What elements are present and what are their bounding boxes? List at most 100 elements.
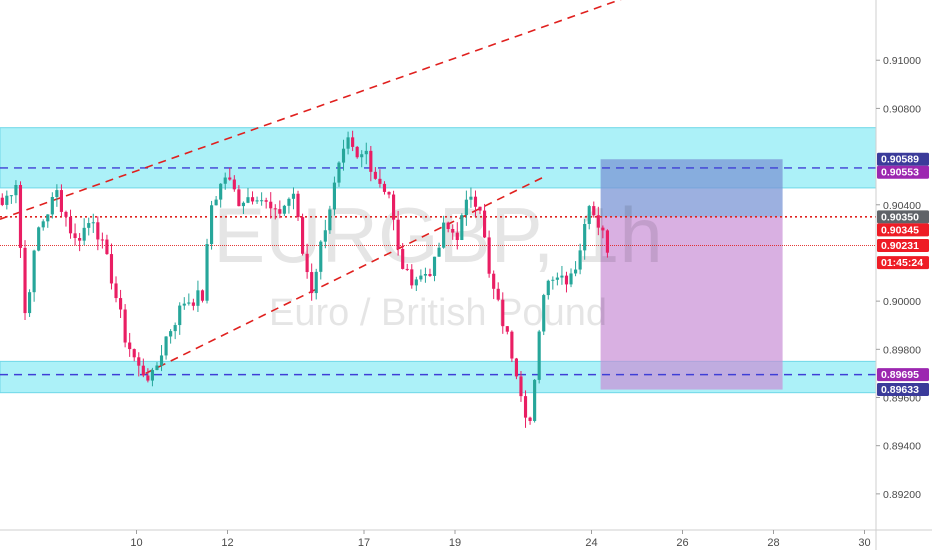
candle [442, 215, 446, 249]
candle [64, 210, 68, 227]
candle [291, 187, 296, 210]
candle-body [587, 206, 591, 224]
candle [191, 298, 195, 311]
candle [542, 293, 546, 336]
price-badge-label: 0.90553 [881, 167, 919, 179]
candle-body [196, 290, 200, 306]
price-badge-label: 0.90350 [881, 211, 919, 223]
candle-body [301, 217, 305, 254]
price-badge-label: 0.89633 [881, 384, 919, 396]
candle-body [50, 197, 54, 215]
candle-body [64, 211, 68, 217]
candle-body [401, 248, 405, 269]
watermark-instrument-name: Euro / British Pound [269, 292, 607, 334]
candle [555, 272, 559, 286]
candle [319, 240, 323, 280]
candle-body [596, 215, 600, 228]
candle [78, 233, 82, 252]
price-badge-label: 0.90345 [881, 224, 919, 236]
candle-body [73, 233, 77, 239]
candle [14, 180, 18, 204]
candle-body [14, 184, 18, 196]
candle [169, 329, 173, 344]
candle-body [523, 396, 528, 418]
price-badge-bg [877, 152, 929, 166]
watermark-symbol: EURGBP, 1h [213, 191, 662, 279]
price-badge-bg [877, 238, 929, 252]
candle [564, 271, 569, 293]
candle [337, 161, 341, 187]
candle-body [419, 275, 423, 280]
candle-body [18, 184, 23, 248]
candle-body [187, 302, 191, 304]
candle [514, 357, 518, 380]
candle [323, 219, 327, 249]
candle [410, 264, 414, 289]
candle-body [282, 205, 286, 214]
candle-body [583, 223, 587, 251]
position-stop-area[interactable] [600, 159, 783, 217]
candle [196, 280, 200, 312]
candle [373, 167, 377, 180]
candle-body [205, 244, 209, 301]
candle [109, 243, 114, 290]
candle-body [155, 365, 159, 371]
trend-line-0[interactable] [0, 0, 755, 220]
candle [460, 213, 464, 241]
candle-body [346, 137, 350, 149]
candle-body [592, 206, 596, 216]
price-badge: 0.90345 [877, 223, 929, 237]
candle [214, 196, 218, 206]
candle [428, 268, 432, 277]
price-tick-label: 0.89400 [883, 441, 921, 453]
candle [601, 225, 605, 239]
candle [223, 172, 227, 190]
candle [396, 210, 400, 256]
price-tick-label: 0.90800 [883, 103, 921, 115]
candle [332, 176, 336, 216]
candle [210, 200, 214, 250]
time-tick-label: 19 [449, 537, 461, 549]
time-tick-label: 28 [767, 537, 779, 549]
candle [260, 192, 264, 206]
candle-body [510, 331, 514, 359]
candle-body [228, 177, 232, 180]
time-tick-label: 10 [130, 537, 142, 549]
candle [187, 293, 191, 306]
candle-body [578, 250, 582, 270]
candle-body [173, 325, 177, 332]
candle [146, 368, 150, 383]
candle [301, 213, 305, 256]
candle-body [487, 237, 491, 274]
candle-body [255, 200, 259, 202]
candle-body [437, 247, 441, 257]
price-badge: 01:45:24 [877, 256, 929, 270]
candle-body [0, 197, 4, 205]
candle [560, 265, 564, 285]
candle [437, 242, 441, 257]
price-badge-bg [877, 223, 929, 237]
candle-body [314, 271, 318, 294]
candle-body [364, 150, 368, 155]
candle-body [223, 177, 227, 184]
candle-body [200, 290, 205, 301]
candle [269, 192, 273, 219]
candle [455, 222, 459, 250]
candle [241, 201, 245, 214]
candle-body [114, 283, 118, 299]
candle [205, 238, 209, 304]
candle-body [360, 154, 364, 158]
candle [305, 243, 309, 279]
candle [351, 130, 355, 152]
candle-body [341, 148, 346, 163]
candle-body [178, 305, 182, 326]
candle-body [41, 221, 45, 228]
candle [423, 267, 427, 283]
candle-body [182, 303, 186, 306]
candle-body [37, 227, 41, 251]
candle-body [109, 254, 114, 284]
trend-line-1[interactable] [145, 175, 547, 375]
candle [182, 297, 186, 310]
